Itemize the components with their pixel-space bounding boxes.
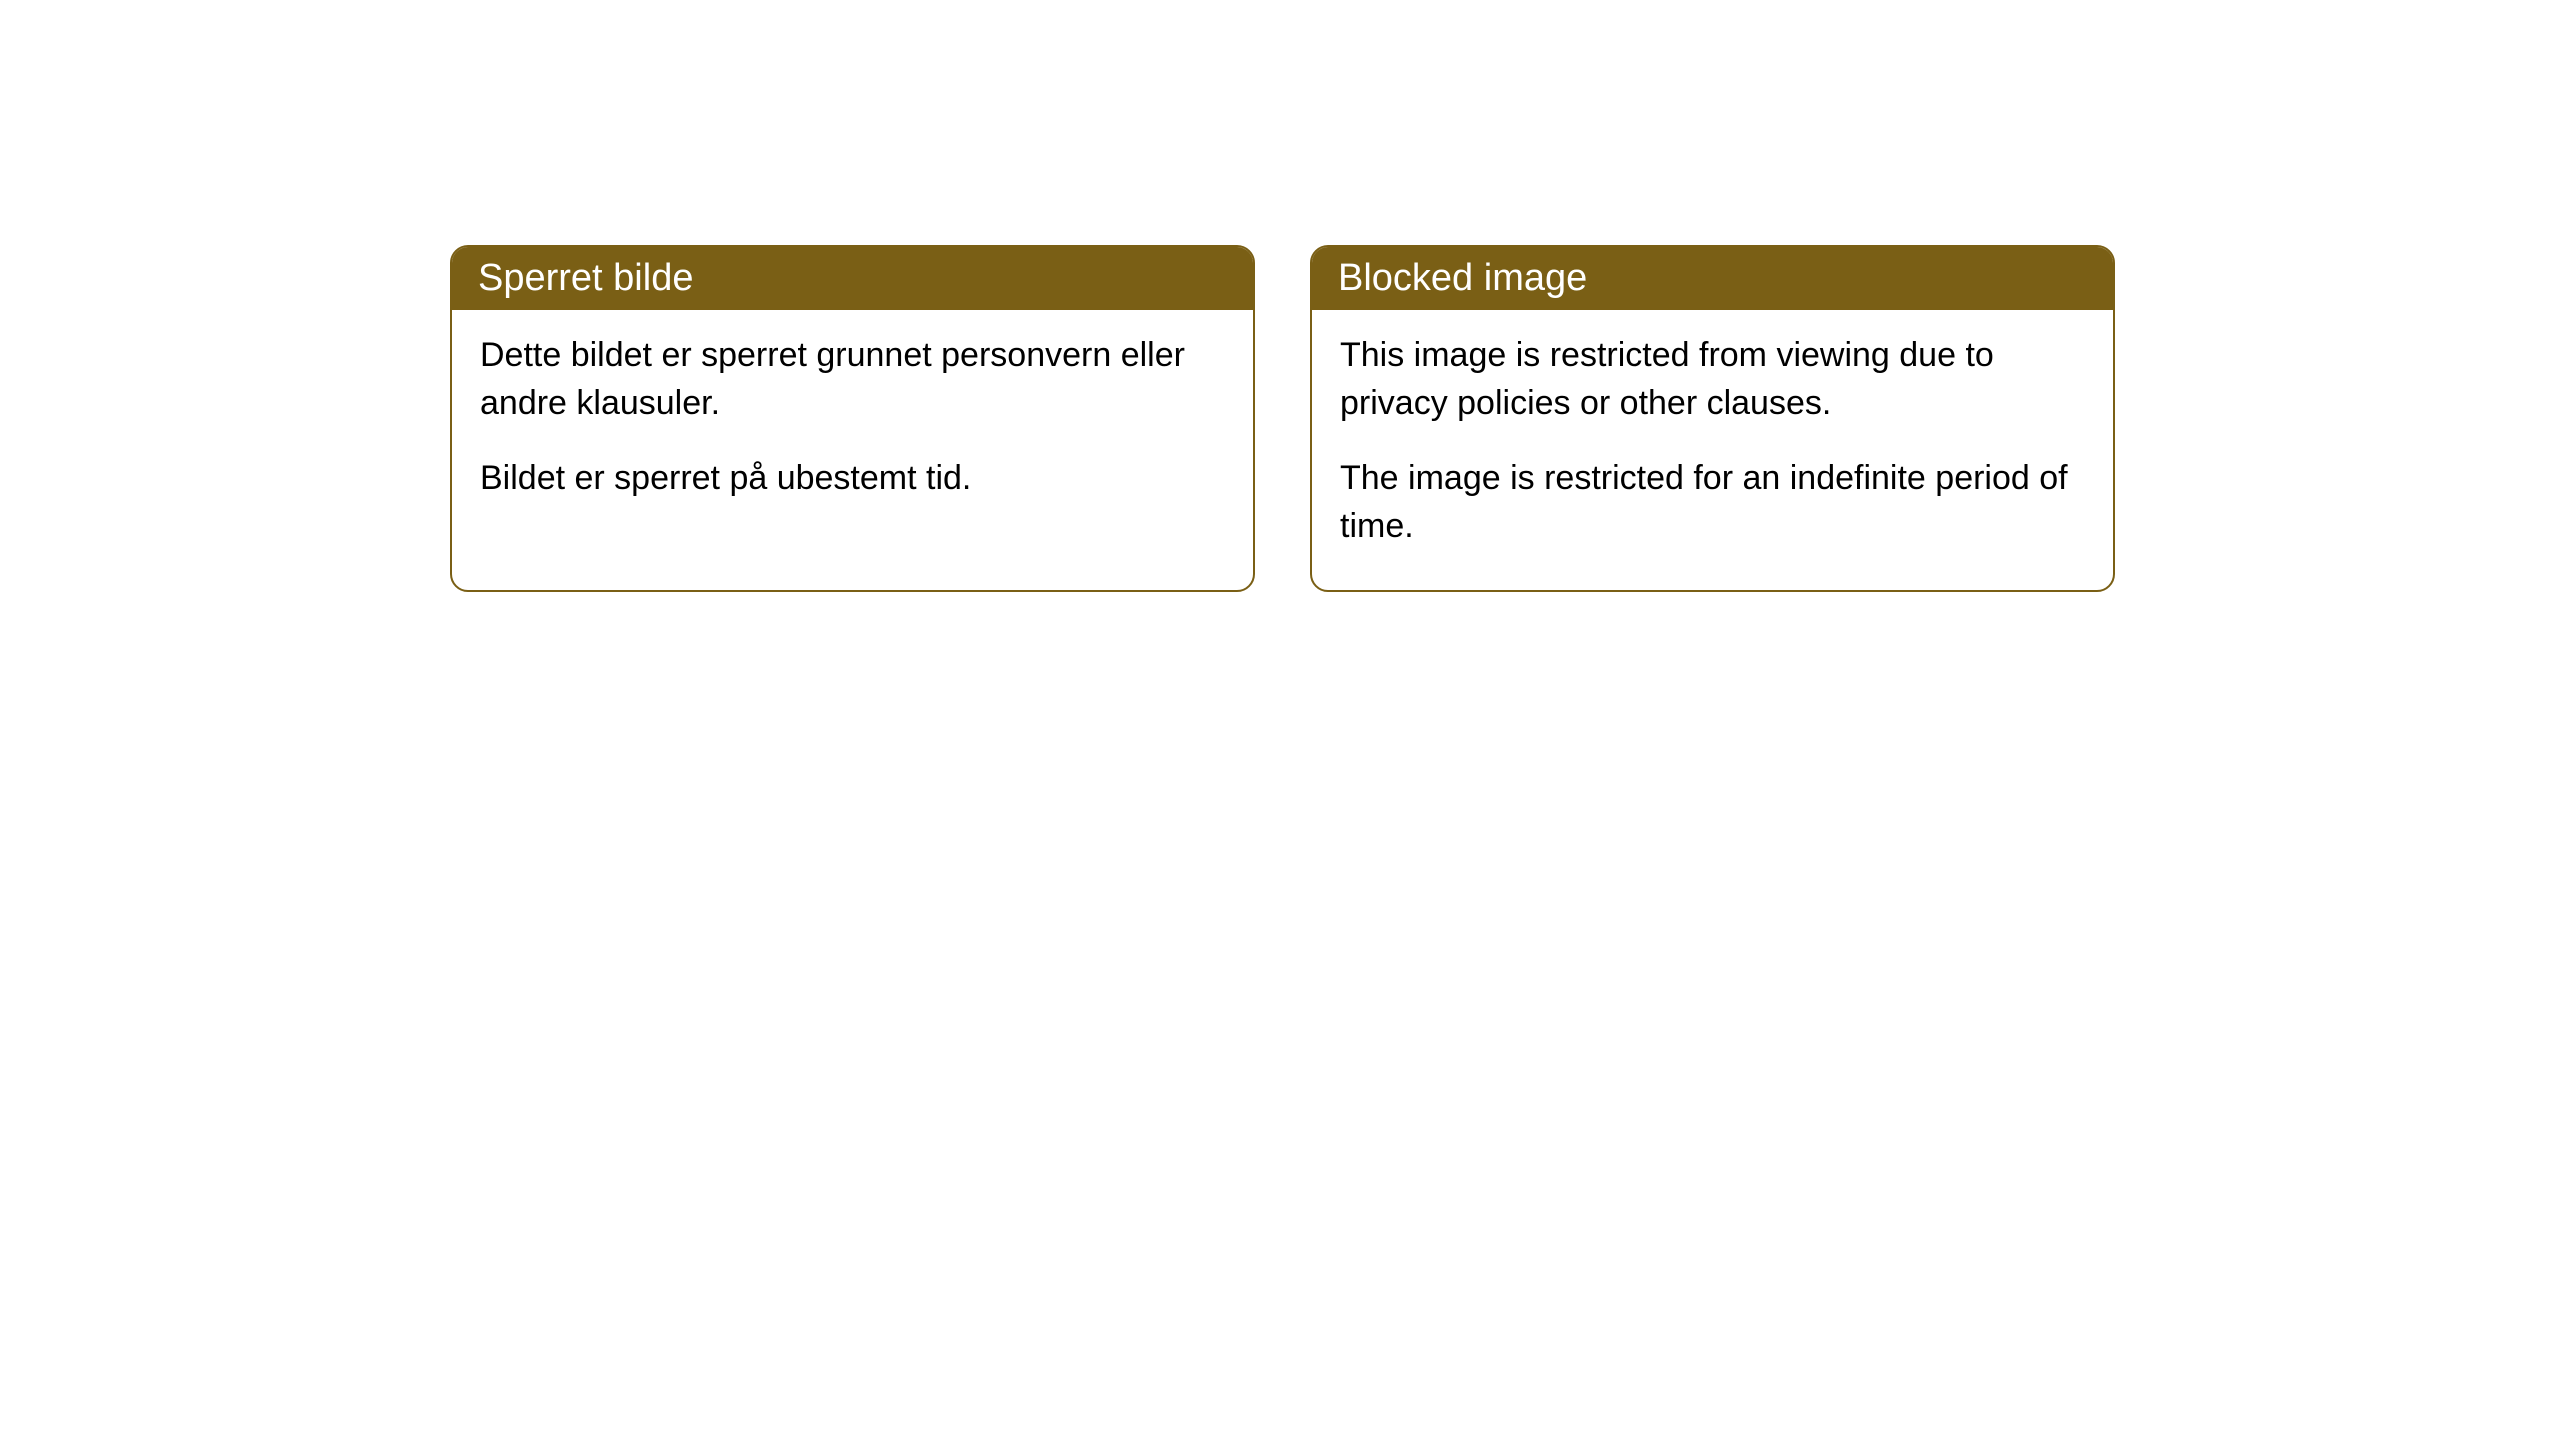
card-paragraph-1: Dette bildet er sperret grunnet personve… — [480, 332, 1225, 427]
card-paragraph-1: This image is restricted from viewing du… — [1340, 332, 2085, 427]
blocked-image-card-english: Blocked image This image is restricted f… — [1310, 245, 2115, 592]
blocked-image-card-norwegian: Sperret bilde Dette bildet er sperret gr… — [450, 245, 1255, 592]
card-body: Dette bildet er sperret grunnet personve… — [452, 310, 1253, 543]
card-header: Sperret bilde — [452, 247, 1253, 310]
card-header: Blocked image — [1312, 247, 2113, 310]
card-title: Blocked image — [1338, 257, 1587, 299]
card-paragraph-2: The image is restricted for an indefinit… — [1340, 455, 2085, 550]
card-title: Sperret bilde — [478, 257, 693, 299]
card-paragraph-2: Bildet er sperret på ubestemt tid. — [480, 455, 1225, 503]
card-body: This image is restricted from viewing du… — [1312, 310, 2113, 590]
card-container: Sperret bilde Dette bildet er sperret gr… — [0, 0, 2560, 592]
